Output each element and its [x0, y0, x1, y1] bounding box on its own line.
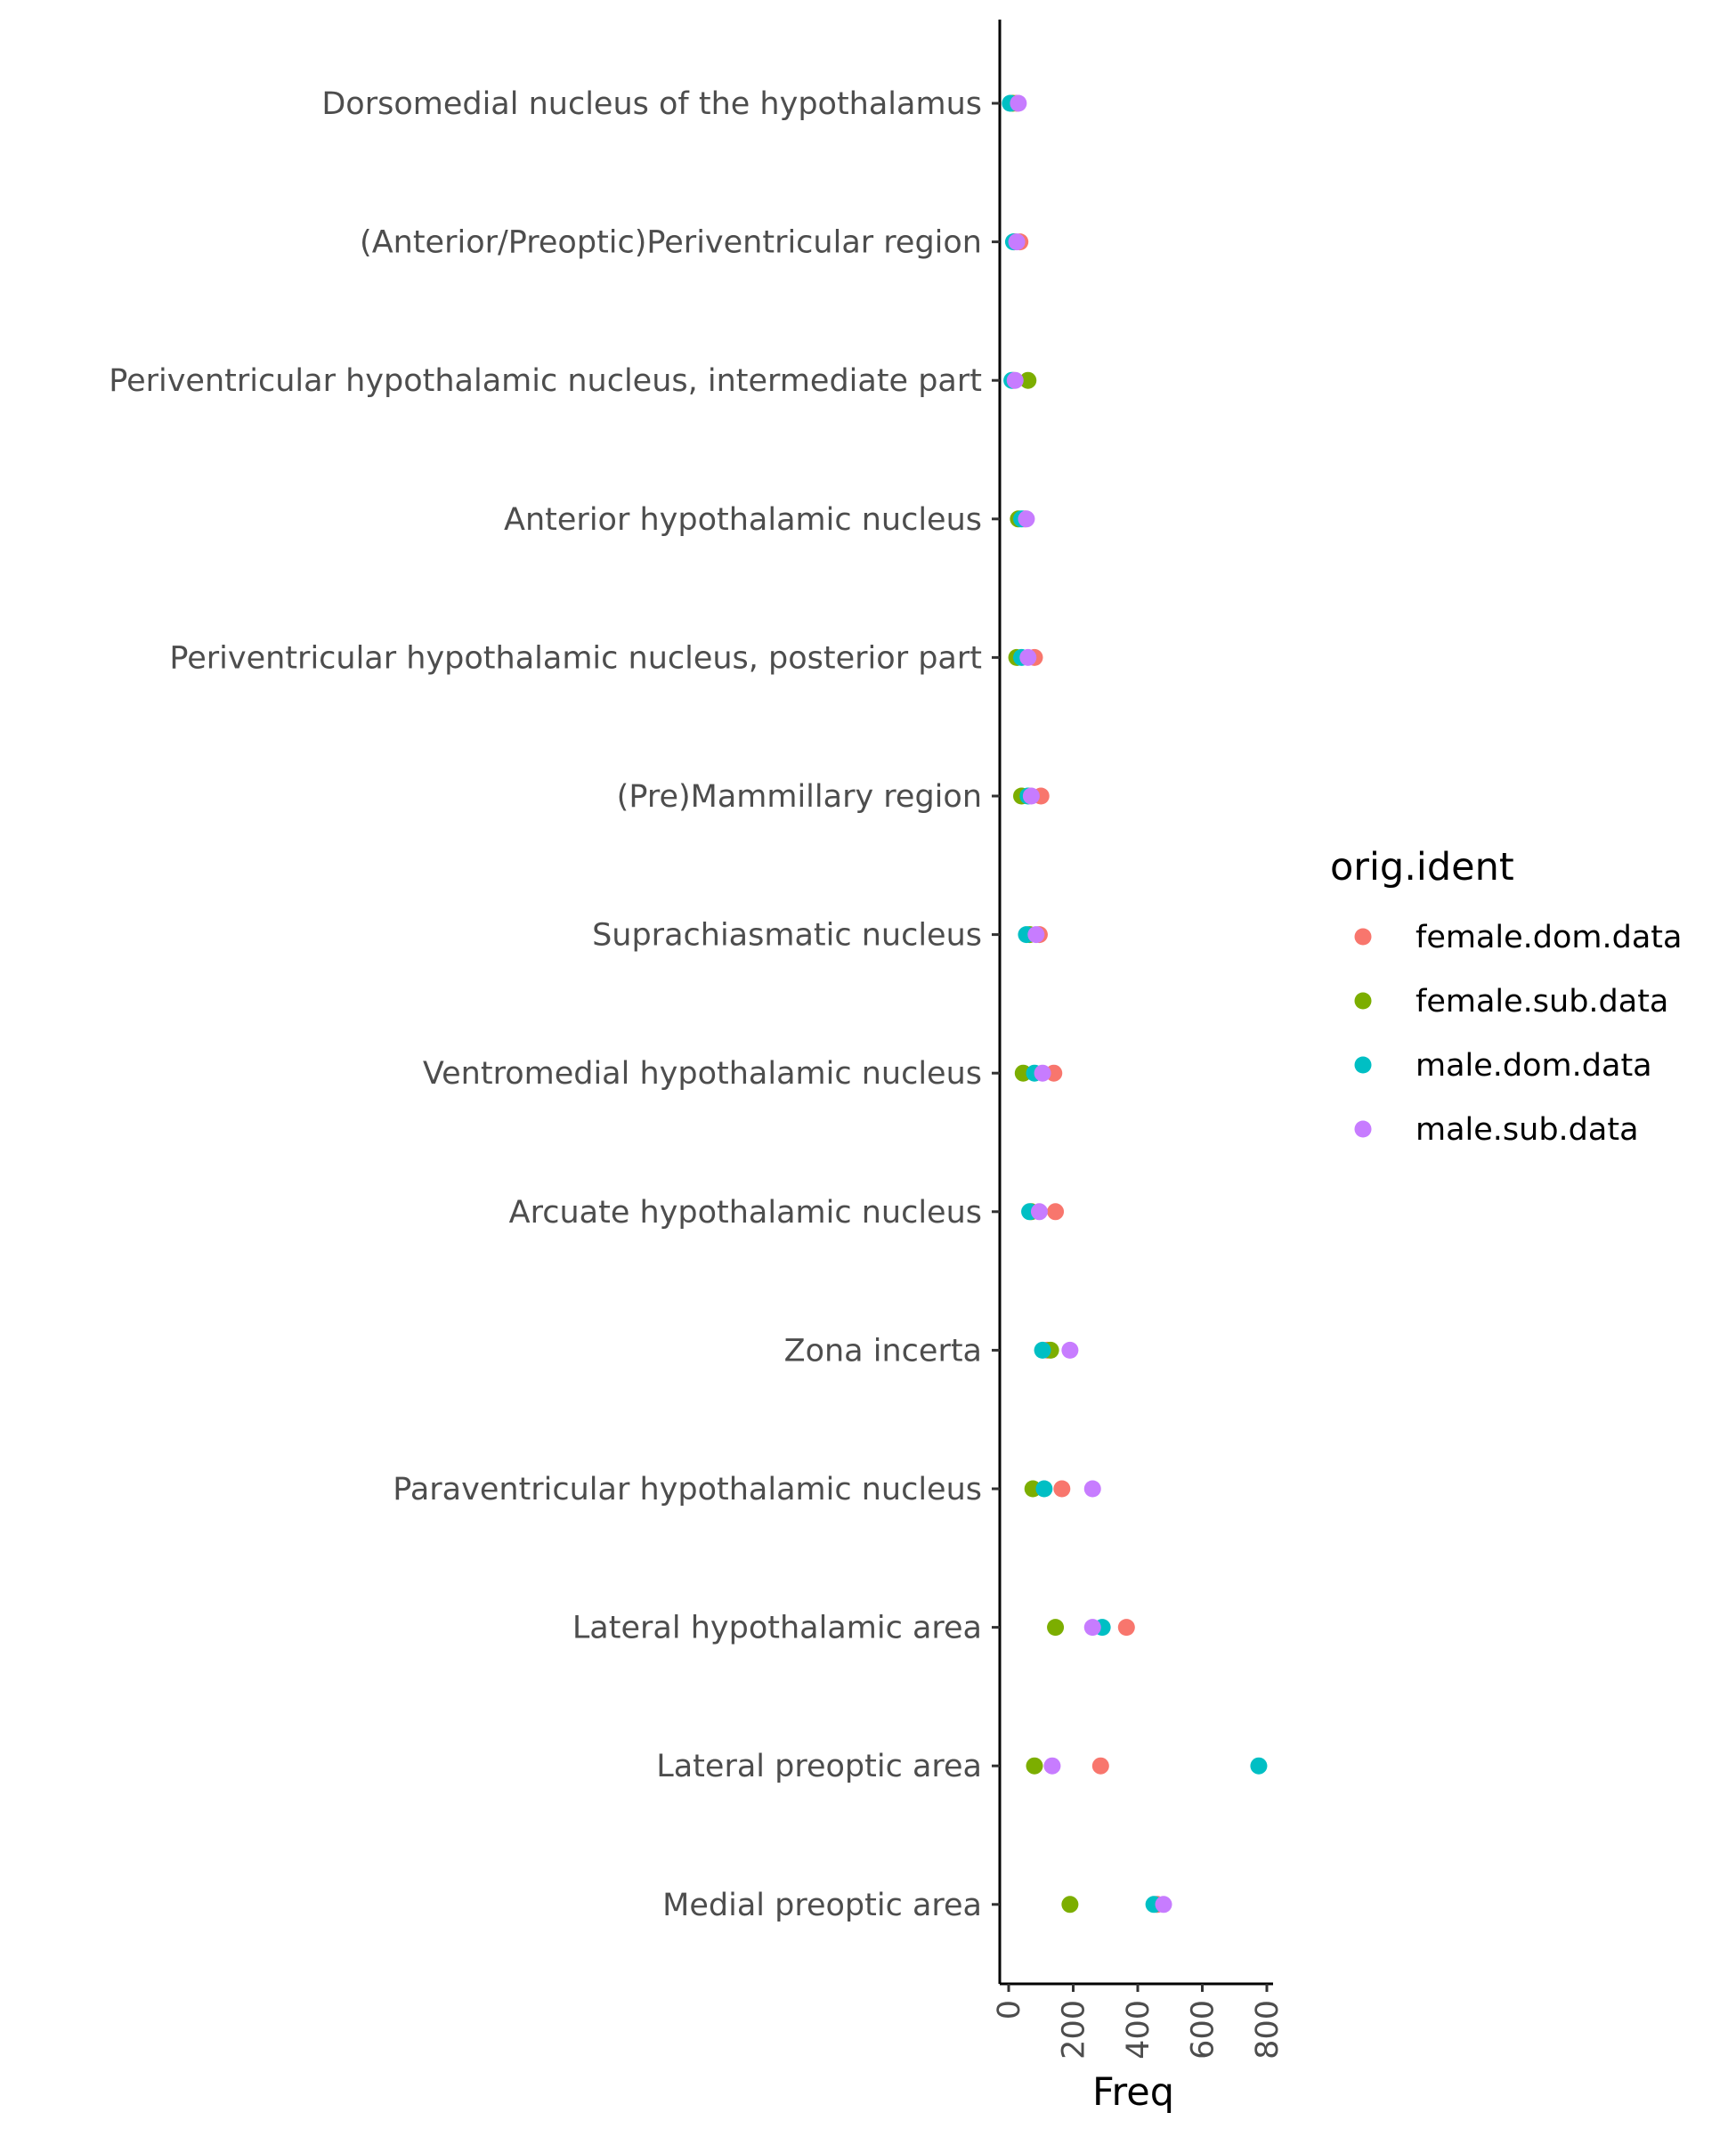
data-point	[1026, 1757, 1043, 1775]
y-tick-label: Medial preoptic area	[662, 1888, 982, 1923]
x-axis-title: Freq	[1092, 2070, 1174, 2115]
legend-key	[1354, 1056, 1372, 1074]
y-tick-label: Periventricular hypothalamic nucleus, in…	[109, 363, 982, 399]
data-point	[1019, 648, 1037, 666]
y-tick-label: Suprachiasmatic nucleus	[592, 918, 982, 954]
legend-key	[1354, 928, 1372, 946]
y-tick-label: Zona incerta	[784, 1333, 982, 1369]
legend-label: male.dom.data	[1416, 1048, 1652, 1084]
data-point	[1019, 371, 1037, 389]
data-point	[1018, 510, 1035, 528]
data-point	[1061, 1896, 1079, 1914]
legend-label: female.dom.data	[1416, 920, 1682, 955]
data-point	[1061, 1341, 1079, 1359]
y-tick-label: Lateral preoptic area	[656, 1749, 982, 1784]
x-tick-label: 800	[1250, 2000, 1286, 2060]
data-point	[1091, 1757, 1109, 1775]
data-point	[1034, 1064, 1051, 1082]
y-tick-label: Paraventricular hypothalamic nucleus	[393, 1472, 982, 1507]
y-tick-label: Periventricular hypothalamic nucleus, po…	[169, 640, 982, 676]
y-tick-label: Anterior hypothalamic nucleus	[504, 502, 982, 538]
legend-key	[1354, 1120, 1372, 1138]
data-point	[1047, 1619, 1065, 1637]
y-tick-label: (Anterior/Preoptic)Periventricular regio…	[360, 225, 982, 261]
legend-label: male.sub.data	[1416, 1112, 1639, 1148]
data-point	[1043, 1757, 1061, 1775]
data-points	[1002, 94, 1268, 1914]
legend-key	[1354, 992, 1372, 1010]
data-point	[1047, 1203, 1065, 1221]
legend: orig.ident female.dom.data female.sub.dat…	[1330, 845, 1682, 1148]
y-tick-label: (Pre)Mammillary region	[617, 779, 982, 815]
data-point	[1010, 94, 1027, 112]
data-point	[1083, 1619, 1101, 1637]
data-point	[1008, 233, 1026, 251]
y-axis: Dorsomedial nucleus of the hypothalamus (…	[109, 20, 1002, 1984]
x-tick-label: 0	[992, 2000, 1027, 2019]
data-point	[1030, 1203, 1048, 1221]
data-point	[1022, 787, 1040, 805]
x-tick-label: 400	[1121, 2000, 1156, 2060]
data-point	[1034, 1341, 1051, 1359]
legend-label: female.sub.data	[1416, 984, 1668, 1020]
legend-title: orig.ident	[1330, 845, 1514, 890]
x-axis: 0 200 400 600 800	[992, 1982, 1286, 2060]
x-tick-label: 200	[1057, 2000, 1092, 2060]
y-tick-label: Ventromedial hypothalamic nucleus	[423, 1056, 982, 1092]
data-point	[1155, 1896, 1172, 1914]
data-point	[1035, 1480, 1053, 1498]
data-point	[1027, 926, 1045, 944]
data-point	[1053, 1480, 1071, 1498]
x-tick-label: 600	[1186, 2000, 1221, 2060]
y-tick-label: Dorsomedial nucleus of the hypothalamus	[321, 86, 982, 122]
data-point	[1006, 371, 1024, 389]
y-tick-label: Arcuate hypothalamic nucleus	[509, 1195, 982, 1231]
data-point	[1083, 1480, 1101, 1498]
data-point	[1250, 1757, 1268, 1775]
y-tick-label: Lateral hypothalamic area	[572, 1611, 982, 1646]
data-point	[1117, 1619, 1135, 1637]
